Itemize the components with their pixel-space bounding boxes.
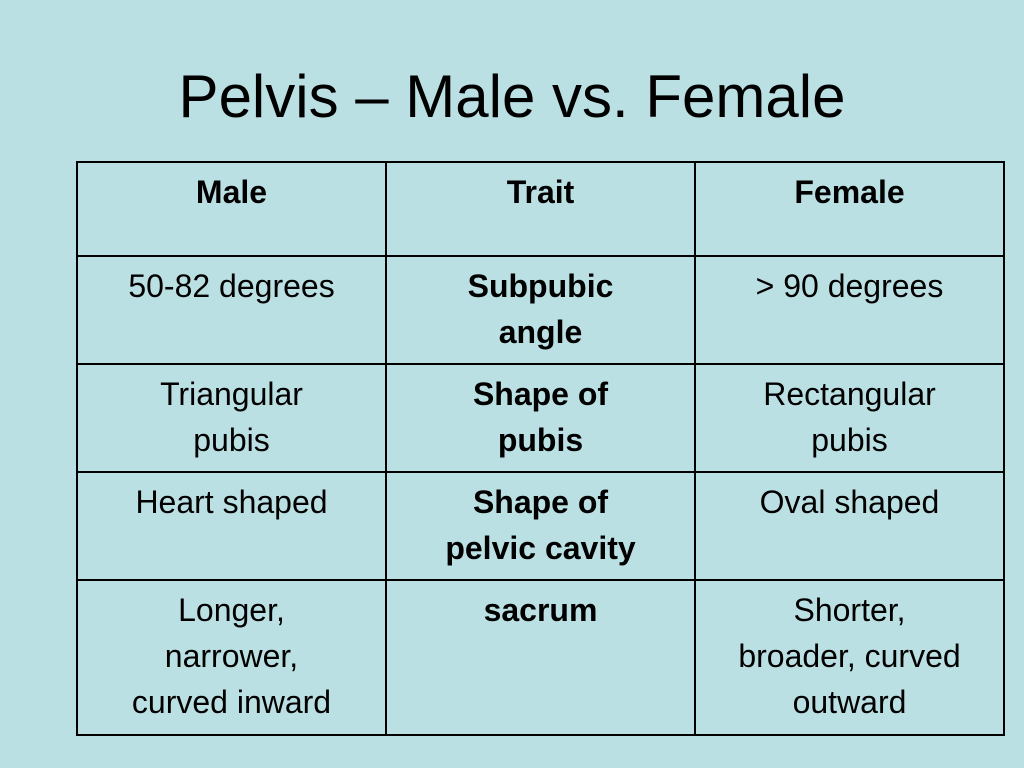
table-cell: Heart shaped	[76, 471, 387, 581]
cell-line: narrower,	[164, 638, 299, 674]
header-cell: Trait	[385, 161, 696, 257]
header-cell: Male	[76, 161, 387, 257]
table-cell: Shape of pubis	[385, 363, 696, 473]
cell-line: pelvic cavity	[445, 530, 636, 566]
table-cell: Triangular pubis	[76, 363, 387, 473]
cell-line: 50-82 degrees	[128, 268, 335, 304]
header-cell: Female	[694, 161, 1005, 257]
table-cell: Shorter, broader, curved outward	[694, 579, 1005, 736]
cell-line: Shorter,	[793, 592, 906, 628]
cell-line: pubis	[811, 422, 888, 458]
comparison-table: Male Trait Female 50-82 degrees Subpubic ang…	[76, 161, 1005, 736]
cell-line: angle	[498, 314, 583, 350]
cell-line: Rectangular	[763, 376, 936, 412]
cell-line: Shape of	[472, 376, 609, 412]
cell-line: Subpubic	[467, 268, 614, 304]
cell-line: Heart shaped	[135, 484, 328, 520]
table-row: Heart shaped Shape of pelvic cavity Oval sh…	[76, 471, 1005, 581]
cell-line: broader, curved	[738, 638, 961, 674]
cell-line: sacrum	[483, 592, 598, 628]
table-cell: 50-82 degrees	[76, 255, 387, 365]
cell-line: curved inward	[131, 684, 332, 720]
cell-line: pubis	[497, 422, 584, 458]
table-row: 50-82 degrees Subpubic angle > 90 degrees	[76, 255, 1005, 365]
table-row: Triangular pubis Shape of pubis Rectangular p…	[76, 363, 1005, 473]
cell-line: Longer,	[178, 592, 285, 628]
cell-line: > 90 degrees	[755, 268, 944, 304]
cell-line: Shape of	[472, 484, 609, 520]
table-cell: Subpubic angle	[385, 255, 696, 365]
header-row: Male Trait Female	[76, 161, 1005, 257]
table-cell: Shape of pelvic cavity	[385, 471, 696, 581]
table-cell: Rectangular pubis	[694, 363, 1005, 473]
cell-line: Oval shaped	[759, 484, 940, 520]
cell-line: outward	[792, 684, 907, 720]
table-cell: > 90 degrees	[694, 255, 1005, 365]
cell-line: pubis	[193, 422, 270, 458]
table-cell: Longer, narrower, curved inward	[76, 579, 387, 736]
cell-line: Triangular	[160, 376, 303, 412]
table-row: Longer, narrower, curved inward sacrum Short…	[76, 579, 1005, 736]
table-cell: sacrum	[385, 579, 696, 736]
slide-title: Pelvis – Male vs. Female	[178, 63, 846, 130]
table-cell: Oval shaped	[694, 471, 1005, 581]
